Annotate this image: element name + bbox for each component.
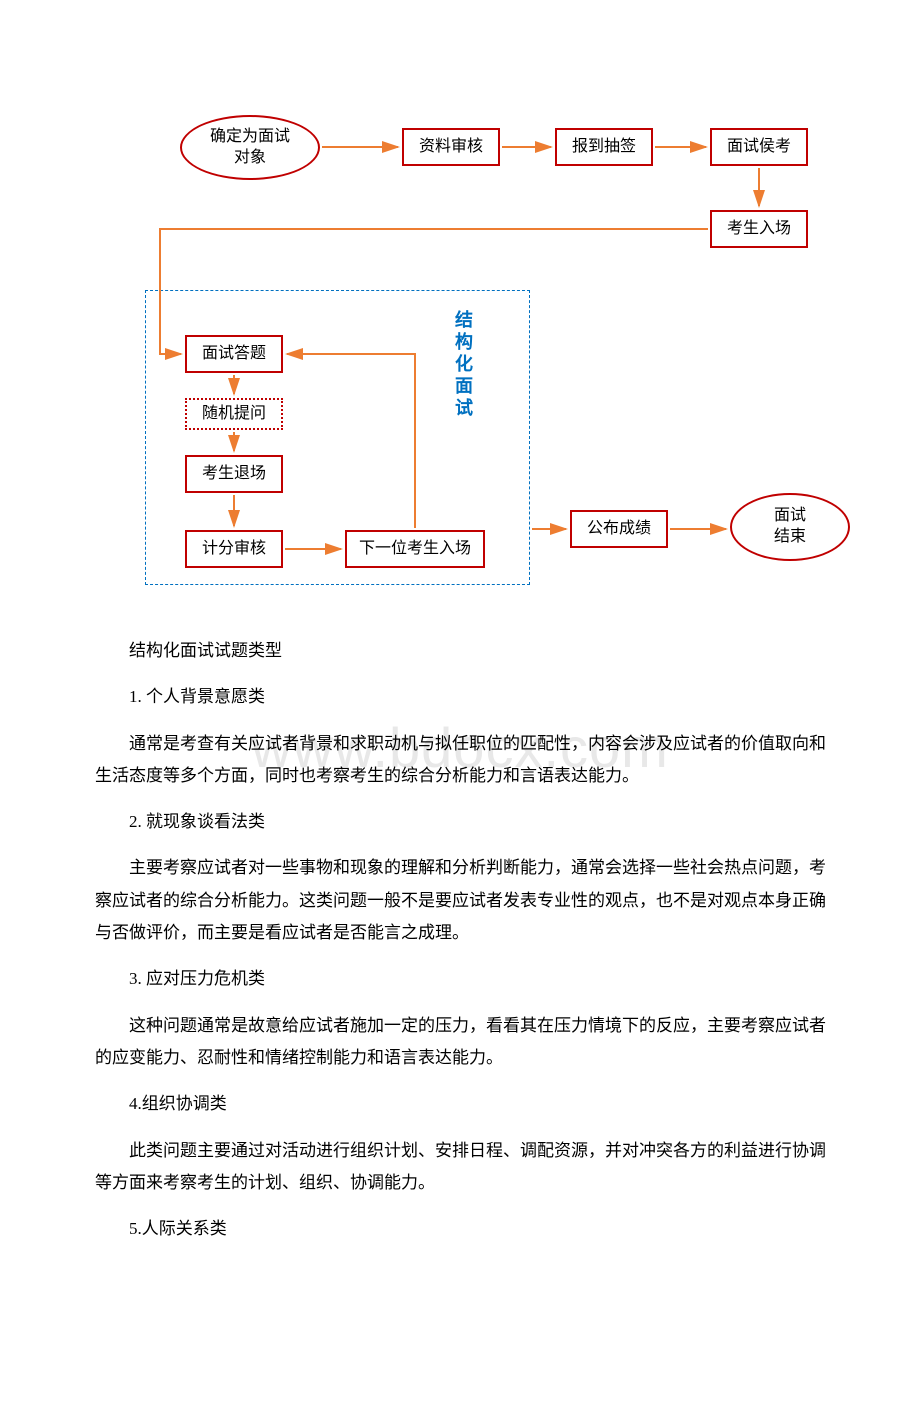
h4: 4.组织协调类 xyxy=(129,1088,840,1120)
node-answer: 面试答题 xyxy=(185,335,283,373)
node-end: 面试 结束 xyxy=(730,493,850,561)
node-next: 下一位考生入场 xyxy=(345,530,485,568)
text-body: 结构化面试试题类型 1. 个人背景意愿类 通常是考查有关应试者背景和求职动机与拟… xyxy=(95,635,840,1245)
node-start-label: 确定为面试 对象 xyxy=(210,127,290,169)
h2: 2. 就现象谈看法类 xyxy=(129,806,840,838)
h3: 3. 应对压力危机类 xyxy=(129,963,840,995)
node-wait: 面试侯考 xyxy=(710,128,808,166)
node-enter-label: 考生入场 xyxy=(727,219,791,240)
node-review: 资料审核 xyxy=(402,128,500,166)
vertical-label: 结构化面试 xyxy=(450,310,476,420)
node-wait-label: 面试侯考 xyxy=(727,137,791,158)
node-answer-label: 面试答题 xyxy=(202,344,266,365)
node-publish: 公布成绩 xyxy=(570,510,668,548)
node-checkin-label: 报到抽签 xyxy=(572,137,636,158)
flowchart: 确定为面试 对象 资料审核 报到抽签 面试侯考 考生入场 结构化面试 面试答题 … xyxy=(140,115,900,610)
node-checkin: 报到抽签 xyxy=(555,128,653,166)
node-exit: 考生退场 xyxy=(185,455,283,493)
node-score-label: 计分审核 xyxy=(202,539,266,560)
p1: 通常是考查有关应试者背景和求职动机与拟任职位的匹配性，内容会涉及应试者的价值取向… xyxy=(95,728,840,793)
node-publish-label: 公布成绩 xyxy=(587,519,651,540)
p3: 这种问题通常是故意给应试者施加一定的压力，看看其在压力情境下的反应，主要考察应试… xyxy=(95,1010,840,1075)
node-next-label: 下一位考生入场 xyxy=(359,539,471,560)
p4: 此类问题主要通过对活动进行组织计划、安排日程、调配资源，并对冲突各方的利益进行协… xyxy=(95,1135,840,1200)
node-end-label: 面试 结束 xyxy=(774,506,806,548)
p2: 主要考察应试者对一些事物和现象的理解和分析判断能力，通常会选择一些社会热点问题，… xyxy=(95,852,840,949)
node-enter: 考生入场 xyxy=(710,210,808,248)
node-start: 确定为面试 对象 xyxy=(180,115,320,180)
node-random: 随机提问 xyxy=(185,398,283,430)
h5: 5.人际关系类 xyxy=(129,1213,840,1245)
section-title: 结构化面试试题类型 xyxy=(129,635,840,667)
node-random-label: 随机提问 xyxy=(202,404,266,425)
node-review-label: 资料审核 xyxy=(419,137,483,158)
node-exit-label: 考生退场 xyxy=(202,464,266,485)
node-score: 计分审核 xyxy=(185,530,283,568)
h1: 1. 个人背景意愿类 xyxy=(129,681,840,713)
